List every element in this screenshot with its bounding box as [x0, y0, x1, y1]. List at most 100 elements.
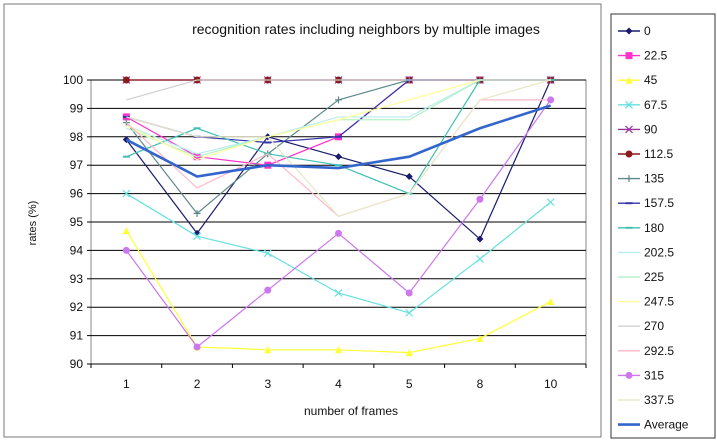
- legend-label: 90: [644, 122, 658, 136]
- data-point: [193, 232, 201, 241]
- marker-stroke: [625, 100, 633, 109]
- legend-label: 247.5: [644, 295, 674, 309]
- series-line: [125, 104, 552, 178]
- legend-box: [610, 13, 716, 439]
- series-67-5: [122, 189, 555, 317]
- x-tick-label: 1: [123, 377, 130, 391]
- y-tick-label: 94: [70, 243, 84, 257]
- series-270: [126, 79, 551, 101]
- marker-stroke: [334, 289, 343, 297]
- y-tick-label: 93: [70, 272, 84, 286]
- legend-item: 180: [618, 221, 664, 235]
- legend-item: 270: [618, 319, 664, 333]
- series-line: [126, 79, 551, 218]
- legend-label: 225: [644, 270, 664, 284]
- x-tick-label: 2: [194, 377, 201, 391]
- y-tick-label: 99: [70, 101, 84, 115]
- series-315: [122, 96, 555, 351]
- legend-item: 202.5: [618, 245, 674, 259]
- legend-label: 270: [644, 319, 664, 333]
- marker-stroke: [263, 249, 272, 258]
- data-point: [122, 189, 131, 198]
- data-point: [263, 249, 272, 258]
- y-tick-label: 100: [63, 73, 83, 87]
- legend-label: 157.5: [644, 196, 674, 210]
- legend-item: 337.5: [618, 393, 674, 407]
- y-tick-label: 95: [70, 215, 84, 229]
- data-point: [193, 343, 201, 351]
- data-point: [476, 334, 484, 342]
- chart-title: recognition rates including neighbors by…: [192, 21, 540, 37]
- data-point: [334, 289, 343, 297]
- legend-item: 0: [618, 24, 651, 38]
- data-point: [476, 195, 484, 203]
- x-axis-label: number of frames: [304, 404, 398, 418]
- data-point: [547, 96, 555, 104]
- y-tick-label: 96: [70, 187, 84, 201]
- data-point: [335, 153, 342, 161]
- legend-item: 157.5: [618, 196, 674, 210]
- data-point: [122, 227, 130, 235]
- legend-marker: [625, 100, 633, 109]
- data-point: [335, 229, 342, 237]
- legend-item: 292.5: [618, 344, 674, 358]
- legend-marker: [625, 76, 633, 84]
- y-tick-label: 91: [70, 329, 84, 343]
- legend-item: 247.5: [618, 295, 674, 309]
- legend-item: 135: [618, 172, 664, 186]
- data-point: [122, 76, 130, 84]
- data-point: [405, 349, 413, 357]
- data-point: [264, 286, 272, 294]
- x-tick-label: 5: [406, 377, 413, 391]
- data-point: [405, 308, 414, 317]
- series-average: [125, 104, 552, 178]
- legend-marker: [625, 371, 633, 379]
- data-point: [405, 289, 413, 297]
- series-337-5: [126, 79, 551, 218]
- y-tick-label: 98: [70, 130, 84, 144]
- legend-marker: [625, 175, 633, 183]
- data-point: [476, 254, 484, 263]
- legend-label: 180: [644, 221, 664, 235]
- marker-stroke: [405, 308, 414, 317]
- legend-label: 112.5: [644, 147, 673, 161]
- legend-item: 90: [618, 122, 658, 136]
- x-tick-label: 8: [477, 377, 484, 391]
- legend-label: 22.5: [644, 49, 668, 63]
- data-point: [547, 298, 555, 306]
- y-tick-label: 97: [70, 158, 84, 172]
- legend-marker: [625, 125, 633, 134]
- legend-item: 112.5: [618, 147, 673, 161]
- legend-label: 0: [644, 24, 651, 38]
- data-point: [122, 246, 130, 254]
- legend-item: Average: [618, 418, 689, 432]
- series-layer: [122, 76, 555, 357]
- marker-stroke: [193, 232, 201, 241]
- legend-label: 135: [644, 172, 664, 186]
- data-point: [335, 96, 342, 104]
- legend-item: 45: [618, 73, 658, 87]
- x-axis-ticks: 1 2 3 4 5 8 10: [90, 364, 587, 391]
- legend-label: 315: [644, 368, 664, 382]
- y-axis-label: rates (%): [27, 201, 39, 246]
- data-point: [264, 346, 272, 354]
- y-tick-label: 92: [70, 300, 84, 314]
- legend-marker: [625, 150, 633, 158]
- legend-label: 45: [644, 73, 658, 87]
- legend-label: 202.5: [644, 245, 674, 259]
- y-axis-ticks: 90 91 92 93 94 95 96 97 98 99 100: [63, 73, 91, 371]
- marker-stroke: [625, 125, 633, 134]
- legend-item: 22.5: [618, 49, 668, 63]
- data-point: [546, 198, 555, 207]
- data-point: [335, 346, 342, 354]
- x-tick-label: 10: [544, 377, 558, 391]
- legend-label: Average: [644, 418, 689, 432]
- data-point: [193, 209, 201, 217]
- series-line: [126, 79, 551, 101]
- legend-label: 337.5: [644, 393, 674, 407]
- marker-stroke: [122, 189, 131, 198]
- legend-marker: [625, 27, 633, 35]
- legend-item: 315: [618, 368, 664, 382]
- legend-label: 67.5: [644, 98, 668, 112]
